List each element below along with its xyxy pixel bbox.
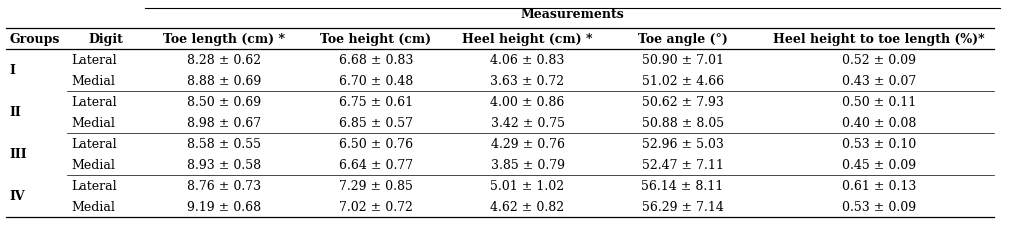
Text: Lateral: Lateral: [72, 53, 117, 66]
Text: 8.93 ± 0.58: 8.93 ± 0.58: [187, 158, 262, 171]
Text: IV: IV: [10, 190, 25, 202]
Text: 56.14 ± 8.11: 56.14 ± 8.11: [641, 179, 724, 192]
Text: III: III: [10, 148, 27, 161]
Text: Toe height (cm): Toe height (cm): [320, 33, 431, 45]
Text: 8.76 ± 0.73: 8.76 ± 0.73: [187, 179, 262, 192]
Text: 6.64 ± 0.77: 6.64 ± 0.77: [339, 158, 413, 171]
Text: 50.62 ± 7.93: 50.62 ± 7.93: [641, 95, 723, 108]
Text: I: I: [10, 64, 15, 77]
Text: 0.43 ± 0.07: 0.43 ± 0.07: [841, 74, 916, 87]
Text: 50.88 ± 8.05: 50.88 ± 8.05: [641, 116, 723, 129]
Text: 4.29 ± 0.76: 4.29 ± 0.76: [491, 137, 565, 150]
Text: 3.63 ± 0.72: 3.63 ± 0.72: [491, 74, 565, 87]
Text: 6.85 ± 0.57: 6.85 ± 0.57: [339, 116, 413, 129]
Text: 8.88 ± 0.69: 8.88 ± 0.69: [187, 74, 262, 87]
Text: 9.19 ± 0.68: 9.19 ± 0.68: [187, 200, 262, 213]
Text: 6.50 ± 0.76: 6.50 ± 0.76: [339, 137, 413, 150]
Text: Measurements: Measurements: [520, 8, 624, 21]
Text: Medial: Medial: [72, 200, 115, 213]
Text: 51.02 ± 4.66: 51.02 ± 4.66: [641, 74, 723, 87]
Text: Lateral: Lateral: [72, 179, 117, 192]
Text: Digit: Digit: [89, 33, 123, 45]
Text: 0.52 ± 0.09: 0.52 ± 0.09: [842, 53, 916, 66]
Text: 6.70 ± 0.48: 6.70 ± 0.48: [338, 74, 413, 87]
Text: Lateral: Lateral: [72, 95, 117, 108]
Text: 0.53 ± 0.10: 0.53 ± 0.10: [841, 137, 916, 150]
Text: 56.29 ± 7.14: 56.29 ± 7.14: [641, 200, 723, 213]
Text: Toe angle (°): Toe angle (°): [637, 33, 727, 45]
Text: 8.50 ± 0.69: 8.50 ± 0.69: [187, 95, 262, 108]
Text: 0.50 ± 0.11: 0.50 ± 0.11: [841, 95, 916, 108]
Text: Medial: Medial: [72, 74, 115, 87]
Text: 3.85 ± 0.79: 3.85 ± 0.79: [491, 158, 565, 171]
Text: 0.53 ± 0.09: 0.53 ± 0.09: [841, 200, 916, 213]
Text: Medial: Medial: [72, 158, 115, 171]
Text: 0.40 ± 0.08: 0.40 ± 0.08: [841, 116, 916, 129]
Text: II: II: [10, 106, 21, 119]
Text: 4.06 ± 0.83: 4.06 ± 0.83: [490, 53, 565, 66]
Text: 6.75 ± 0.61: 6.75 ± 0.61: [339, 95, 413, 108]
Text: 3.42 ± 0.75: 3.42 ± 0.75: [491, 116, 565, 129]
Text: 7.02 ± 0.72: 7.02 ± 0.72: [339, 200, 413, 213]
Text: Heel height to toe length (%)*: Heel height to toe length (%)*: [773, 33, 985, 45]
Text: 0.61 ± 0.13: 0.61 ± 0.13: [841, 179, 916, 192]
Text: 0.45 ± 0.09: 0.45 ± 0.09: [841, 158, 916, 171]
Text: Heel height (cm) *: Heel height (cm) *: [463, 33, 593, 45]
Text: Groups: Groups: [10, 33, 60, 45]
Text: 52.47 ± 7.11: 52.47 ± 7.11: [641, 158, 723, 171]
Text: 4.00 ± 0.86: 4.00 ± 0.86: [490, 95, 565, 108]
Text: 50.90 ± 7.01: 50.90 ± 7.01: [641, 53, 723, 66]
Text: 7.29 ± 0.85: 7.29 ± 0.85: [339, 179, 413, 192]
Text: Lateral: Lateral: [72, 137, 117, 150]
Text: 4.62 ± 0.82: 4.62 ± 0.82: [491, 200, 565, 213]
Text: Toe length (cm) *: Toe length (cm) *: [164, 33, 286, 45]
Text: 8.58 ± 0.55: 8.58 ± 0.55: [187, 137, 262, 150]
Text: 52.96 ± 5.03: 52.96 ± 5.03: [641, 137, 723, 150]
Text: 8.28 ± 0.62: 8.28 ± 0.62: [187, 53, 262, 66]
Text: 6.68 ± 0.83: 6.68 ± 0.83: [338, 53, 413, 66]
Text: 5.01 ± 1.02: 5.01 ± 1.02: [491, 179, 565, 192]
Text: Medial: Medial: [72, 116, 115, 129]
Text: 8.98 ± 0.67: 8.98 ± 0.67: [187, 116, 262, 129]
